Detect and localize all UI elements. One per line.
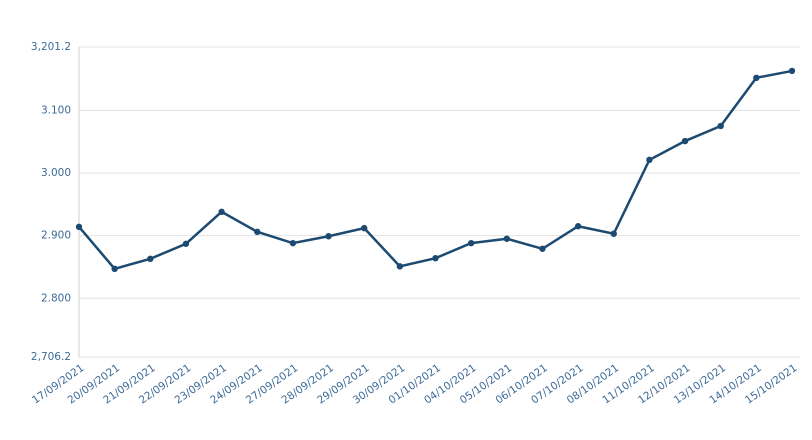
point <box>254 228 261 236</box>
y-tick-label: 2.900 <box>41 230 71 242</box>
point <box>396 263 404 270</box>
line <box>78 69 793 271</box>
point <box>432 254 439 262</box>
y-tick-label: 2,706.2 <box>31 351 71 363</box>
point <box>147 255 154 263</box>
point <box>111 265 118 273</box>
y-tick-label: 3.000 <box>41 167 71 179</box>
point <box>788 67 796 75</box>
point <box>574 223 582 230</box>
y-tick-label: 3,201.2 <box>31 41 71 53</box>
point <box>325 233 332 240</box>
point <box>467 239 475 247</box>
point <box>503 235 510 242</box>
point <box>75 223 83 231</box>
point <box>539 245 546 252</box>
point <box>717 122 724 130</box>
point <box>610 230 617 237</box>
point <box>753 74 760 82</box>
y-tick-label: 2.800 <box>41 292 71 304</box>
y-tick-label: 3.100 <box>41 104 71 116</box>
point <box>218 208 225 216</box>
point <box>289 239 297 247</box>
point <box>182 240 190 247</box>
point <box>361 224 368 232</box>
point <box>681 137 689 145</box>
point <box>646 156 653 164</box>
